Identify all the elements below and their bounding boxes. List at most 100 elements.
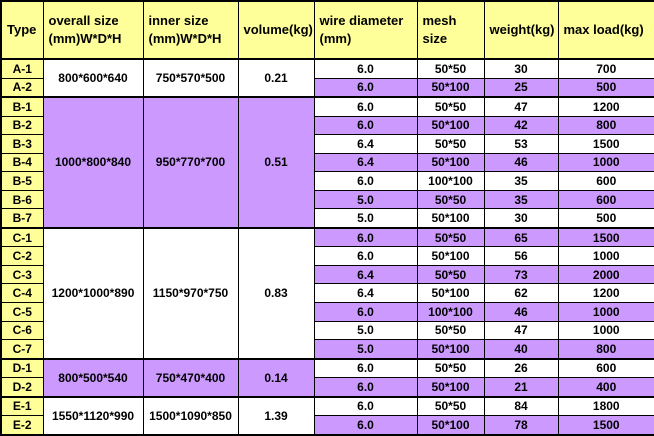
weight-cell: 46 xyxy=(483,152,559,173)
mesh-size-cell: 50*50 xyxy=(416,134,485,154)
wire-diameter-cell: 5.0 xyxy=(313,189,418,210)
volume-cell: 0.51 xyxy=(237,96,315,229)
type-cell: B-3 xyxy=(0,134,44,154)
weight-cell: 26 xyxy=(483,357,559,379)
col-header-weight: weight(kg) xyxy=(483,0,559,60)
wire-diameter-cell: 6.0 xyxy=(313,415,418,436)
max-load-cell: 1000 xyxy=(557,246,654,266)
max-load-cell: 800 xyxy=(557,339,654,360)
col-header-type: Type xyxy=(0,0,44,60)
mesh-size-cell: 50*100 xyxy=(416,415,485,436)
weight-cell: 47 xyxy=(483,96,559,117)
max-load-cell: 1000 xyxy=(557,320,654,341)
wire-diameter-cell: 6.0 xyxy=(313,115,418,136)
mesh-size-cell: 50*100 xyxy=(416,208,485,229)
table-row: C-6 5.0 50*50 47 1000 xyxy=(0,320,654,341)
table-row: C-7 5.0 50*100 40 800 xyxy=(0,339,654,360)
type-cell: B-1 xyxy=(0,96,44,117)
col-header-mesh-size: mesh size xyxy=(416,0,485,60)
table-row: D-1 800*500*540 750*470*400 0.14 6.0 50*50 26 6… xyxy=(0,357,654,398)
mesh-size-cell: 50*100 xyxy=(416,283,485,303)
mesh-size-cell: 50*100 xyxy=(416,339,485,360)
type-cell: B-4 xyxy=(0,152,44,173)
max-load-cell: 1200 xyxy=(557,283,654,303)
max-load-cell: 500 xyxy=(557,77,654,98)
volume-cell: 0.14 xyxy=(237,357,315,398)
weight-cell: 21 xyxy=(483,377,559,398)
max-load-cell: 1800 xyxy=(557,395,654,417)
weight-cell: 35 xyxy=(483,171,559,191)
type-cell: B-5 xyxy=(0,171,44,191)
weight-cell: 78 xyxy=(483,415,559,436)
max-load-cell: 1500 xyxy=(557,415,654,436)
max-load-cell: 600 xyxy=(557,171,654,191)
type-cell: D-1 xyxy=(0,357,44,379)
type-cell: C-1 xyxy=(0,226,44,248)
table-row: C-4 6.4 50*100 62 1200 xyxy=(0,283,654,303)
type-cell: E-2 xyxy=(0,415,44,436)
wire-diameter-cell: 6.0 xyxy=(313,377,418,398)
weight-cell: 47 xyxy=(483,320,559,341)
mesh-size-cell: 50*100 xyxy=(416,377,485,398)
max-load-cell: 600 xyxy=(557,357,654,379)
weight-cell: 65 xyxy=(483,226,559,248)
mesh-size-cell: 50*50 xyxy=(416,226,485,248)
overall-size-cell: 1550*1120*990 xyxy=(42,395,144,436)
table-row: A-1 800*600*640 750*570*500 0.21 6.0 50*50 30 7… xyxy=(0,58,654,98)
table-row: A-2 6.0 50*100 25 500 xyxy=(0,77,654,98)
col-header-volume: volume(kg) xyxy=(237,0,315,60)
table-row: B-5 6.0 100*100 35 600 xyxy=(0,171,654,191)
table-row: B-7 5.0 50*100 30 500 xyxy=(0,208,654,229)
inner-size-cell: 1150*970*750 xyxy=(142,226,239,360)
weight-cell: 46 xyxy=(483,301,559,322)
mesh-size-cell: 50*50 xyxy=(416,96,485,117)
wire-diameter-cell: 5.0 xyxy=(313,339,418,360)
table-row: E-2 6.0 50*100 78 1500 xyxy=(0,415,654,436)
type-cell: E-1 xyxy=(0,395,44,417)
wire-diameter-cell: 6.0 xyxy=(313,246,418,266)
table-header: Type overall size (mm)W*D*H inner size (… xyxy=(0,0,654,60)
col-header-max-load: max load(kg) xyxy=(557,0,654,60)
overall-size-cell: 1000*800*840 xyxy=(42,96,144,229)
volume-cell: 0.83 xyxy=(237,226,315,360)
max-load-cell: 1500 xyxy=(557,226,654,248)
volume-cell: 1.39 xyxy=(237,395,315,436)
weight-cell: 56 xyxy=(483,246,559,266)
wire-diameter-cell: 5.0 xyxy=(313,208,418,229)
mesh-size-cell: 100*100 xyxy=(416,301,485,322)
mesh-size-cell: 50*50 xyxy=(416,264,485,285)
type-cell: C-3 xyxy=(0,264,44,285)
table-body: A-1 800*600*640 750*570*500 0.21 6.0 50*50 30 7… xyxy=(0,58,654,436)
volume-cell: 0.21 xyxy=(237,58,315,98)
header-row: Type overall size (mm)W*D*H inner size (… xyxy=(0,0,654,60)
type-cell: B-6 xyxy=(0,189,44,210)
weight-cell: 35 xyxy=(483,189,559,210)
type-cell: B-7 xyxy=(0,208,44,229)
table-row: B-6 5.0 50*50 35 600 xyxy=(0,189,654,210)
mesh-size-cell: 50*100 xyxy=(416,246,485,266)
wire-diameter-cell: 6.4 xyxy=(313,152,418,173)
table-row: B-3 6.4 50*50 53 1500 xyxy=(0,134,654,154)
inner-size-cell: 1500*1090*850 xyxy=(142,395,239,436)
table-row: D-2 6.0 50*100 21 400 xyxy=(0,377,654,398)
max-load-cell: 400 xyxy=(557,377,654,398)
weight-cell: 42 xyxy=(483,115,559,136)
mesh-size-cell: 50*50 xyxy=(416,395,485,417)
weight-cell: 40 xyxy=(483,339,559,360)
max-load-cell: 500 xyxy=(557,208,654,229)
overall-size-cell: 800*600*640 xyxy=(42,58,144,98)
mesh-size-cell: 50*50 xyxy=(416,320,485,341)
mesh-size-cell: 50*50 xyxy=(416,189,485,210)
type-cell: C-4 xyxy=(0,283,44,303)
mesh-size-cell: 100*100 xyxy=(416,171,485,191)
mesh-size-cell: 50*100 xyxy=(416,152,485,173)
type-cell: A-2 xyxy=(0,77,44,98)
max-load-cell: 700 xyxy=(557,58,654,79)
wire-diameter-cell: 6.0 xyxy=(313,357,418,379)
table-row: E-1 1550*1120*990 1500*1090*850 1.39 6.0 50*5… xyxy=(0,395,654,436)
wire-diameter-cell: 6.4 xyxy=(313,134,418,154)
max-load-cell: 1500 xyxy=(557,134,654,154)
max-load-cell: 1200 xyxy=(557,96,654,117)
mesh-size-cell: 50*50 xyxy=(416,58,485,79)
